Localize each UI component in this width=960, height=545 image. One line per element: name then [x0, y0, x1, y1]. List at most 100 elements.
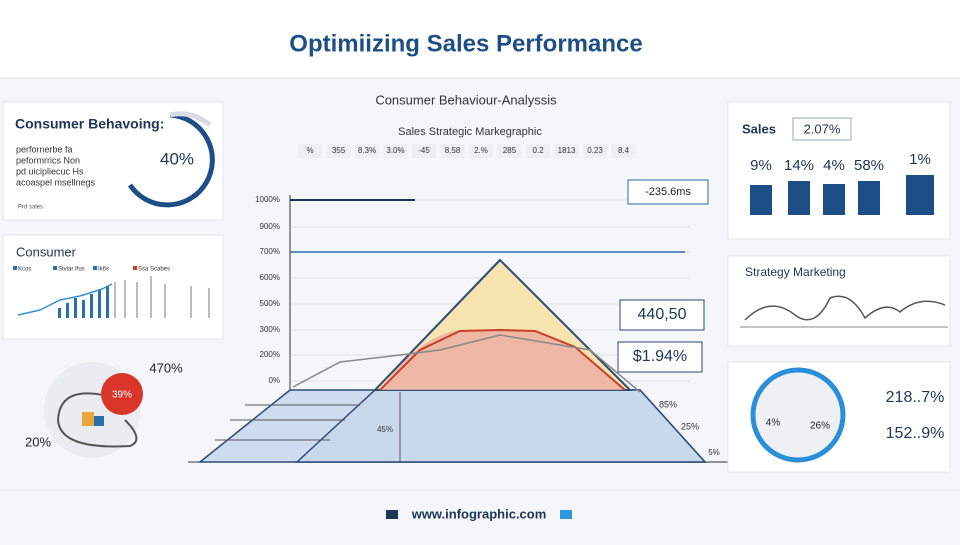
- y-tick-label: 700%: [260, 247, 280, 256]
- center-subtitle: Sales Strategic Markegraphic: [398, 126, 542, 138]
- legend-label: Ssa Scabes: [138, 267, 170, 273]
- spark-line: [17, 283, 113, 316]
- bars: 9% 14% 4% 58% 1%: [750, 151, 934, 215]
- block: [82, 412, 94, 426]
- stat-chip: [355, 144, 379, 158]
- header-bg: [0, 0, 960, 78]
- spark-bars: [58, 276, 210, 318]
- ring: [127, 112, 215, 208]
- arc-area: [380, 330, 625, 390]
- y-tick-label: 500%: [260, 299, 280, 308]
- legend-label: Kcos: [18, 267, 31, 273]
- stat: 20%: [25, 434, 51, 449]
- percent: 40%: [160, 149, 194, 168]
- bar: [858, 181, 880, 215]
- stat-chip: [469, 144, 493, 158]
- gray-line: [292, 334, 641, 393]
- center-title: Consumer Behaviour-Analyssis: [375, 92, 557, 107]
- donut-label: 26%: [810, 421, 830, 432]
- card-line: acoaspel msellnegs: [16, 177, 96, 187]
- stat: 8.58: [445, 146, 461, 155]
- card-line: peformrrics Non: [16, 155, 80, 165]
- card-title: Consumer: [16, 244, 77, 259]
- y-tick-label: 300%: [260, 325, 280, 334]
- stats-row: % 355 8.3% 3.0% -45 8.58 2.% 285 0.2 1813 0.23 8.4: [298, 144, 636, 158]
- stat-chip: [554, 144, 579, 158]
- y-tick-label: 900%: [260, 222, 280, 231]
- stat-chip: [326, 144, 351, 158]
- callout-text: -235.6ms: [645, 186, 691, 198]
- stat-chip: [583, 144, 607, 158]
- stat-chip: [497, 144, 522, 158]
- card-line: pd uicipliecuc Hs: [16, 166, 84, 176]
- bar-label: 58%: [854, 157, 884, 174]
- stat-chip: [298, 144, 322, 158]
- callout-text: $1.94%: [633, 348, 687, 365]
- stat: 0.2: [532, 146, 544, 155]
- callout: [627, 179, 709, 205]
- callout-text: 440,50: [638, 306, 687, 323]
- legend-label: Stvlar Ifus: [58, 267, 85, 273]
- donut-label: 4%: [766, 418, 781, 429]
- bar: [750, 185, 772, 215]
- donut: [750, 367, 846, 463]
- y-tick-label: 1000%: [255, 195, 280, 204]
- legend-swatch: [53, 266, 57, 270]
- stat: 8.4: [618, 146, 630, 155]
- badge-text: 39%: [112, 390, 132, 401]
- card: [2, 234, 224, 340]
- label: 5%: [708, 448, 720, 457]
- legend: Kcos Stvlar Ifus Ik6s Ssa Scabes: [13, 266, 170, 273]
- stat: -45: [418, 146, 430, 155]
- card: [727, 255, 951, 347]
- stat: 2.%: [474, 146, 488, 155]
- stat-chip: [383, 144, 408, 158]
- stat: 355: [332, 146, 346, 155]
- legend-swatch: [13, 266, 17, 270]
- footer-url: www.infographic.com: [411, 506, 547, 521]
- value-box: [792, 117, 852, 141]
- label: 85%: [659, 399, 677, 409]
- stat: 1813: [558, 146, 576, 155]
- marker: [386, 510, 398, 519]
- label: 45%: [377, 425, 393, 434]
- y-tick-label: 600%: [260, 273, 280, 282]
- bar: [906, 175, 934, 215]
- marker: [560, 510, 572, 519]
- legend-swatch: [133, 266, 137, 270]
- bar: [823, 184, 845, 215]
- card-title: Strategy Marketing: [745, 265, 846, 279]
- stat: 152..9%: [886, 425, 945, 442]
- stat-chip: [526, 144, 550, 158]
- card-line: perfornerbe fa: [16, 144, 73, 154]
- y-tick-label: 200%: [260, 350, 280, 359]
- card-title: Sales: [742, 121, 776, 136]
- bar-label: 4%: [823, 157, 845, 174]
- inner-lines: [215, 392, 401, 462]
- swirl: [56, 392, 138, 448]
- stat: 470%: [149, 360, 183, 375]
- bar-label: 14%: [784, 157, 814, 174]
- legend-swatch: [93, 266, 97, 270]
- callout: [619, 299, 705, 331]
- bar: [788, 181, 810, 215]
- card-title: Consumer Behavoing:: [15, 116, 164, 132]
- ring-track: [169, 111, 212, 127]
- footnote: Prd sales: [18, 205, 43, 211]
- bar-label: 1%: [909, 151, 931, 168]
- bar-label: 9%: [750, 157, 772, 174]
- stat: %: [306, 146, 313, 155]
- stat-chip: [440, 144, 465, 158]
- label: 25%: [681, 421, 699, 431]
- title: Optimiizing Sales Performance: [289, 30, 642, 57]
- legend-label: Ik6s: [98, 267, 109, 273]
- stat: 3.0%: [386, 146, 404, 155]
- stat: 218..7%: [886, 389, 945, 406]
- base-shape: [295, 389, 707, 463]
- callout: [617, 341, 703, 373]
- block: [94, 416, 104, 426]
- y-tick-label: 0%: [268, 376, 280, 385]
